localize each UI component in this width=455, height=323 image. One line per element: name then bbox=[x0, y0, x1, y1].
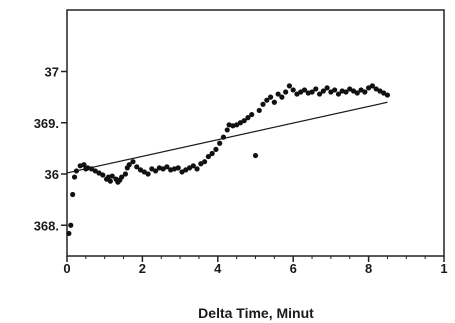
data-point bbox=[109, 173, 115, 179]
data-point bbox=[202, 159, 208, 165]
data-point bbox=[384, 92, 391, 98]
data-point bbox=[260, 101, 266, 107]
data-point bbox=[279, 94, 285, 100]
data-point bbox=[205, 153, 211, 160]
y-axis-ticks: 368. 36 369. 37 bbox=[34, 65, 67, 233]
trend-line-group bbox=[66, 101, 388, 174]
y-tick-label: 368. bbox=[34, 218, 59, 233]
data-point bbox=[152, 168, 159, 174]
data-points bbox=[66, 83, 391, 237]
data-point bbox=[320, 88, 326, 94]
data-point bbox=[73, 168, 80, 174]
data-point bbox=[301, 87, 308, 93]
x-tick-label: 1 bbox=[440, 261, 447, 276]
x-tick-label: 0 bbox=[63, 261, 70, 276]
data-point bbox=[100, 172, 106, 178]
data-point bbox=[283, 89, 289, 95]
data-point bbox=[145, 171, 151, 177]
x-axis-ticks: 0 2 4 6 8 1 bbox=[63, 256, 448, 276]
data-point bbox=[286, 83, 293, 89]
data-point bbox=[369, 83, 375, 89]
y-tick-label: 369. bbox=[34, 116, 59, 131]
data-point bbox=[264, 97, 270, 103]
data-point bbox=[335, 91, 342, 97]
data-point bbox=[290, 87, 296, 93]
data-point bbox=[224, 127, 230, 133]
x-tick-label: 4 bbox=[214, 261, 222, 276]
x-axis-title: Delta Time, Minut bbox=[198, 305, 314, 321]
data-point bbox=[332, 87, 338, 93]
data-point bbox=[175, 165, 181, 171]
data-point bbox=[245, 115, 251, 121]
data-point bbox=[194, 166, 200, 172]
data-point bbox=[190, 163, 196, 169]
data-point bbox=[267, 94, 274, 100]
data-point bbox=[275, 91, 281, 97]
data-point bbox=[130, 159, 136, 165]
data-point bbox=[362, 89, 368, 95]
data-point bbox=[271, 99, 277, 105]
data-point bbox=[252, 152, 259, 159]
data-point bbox=[256, 107, 262, 114]
data-point bbox=[249, 111, 255, 118]
data-point bbox=[119, 174, 125, 180]
data-point bbox=[217, 140, 223, 146]
data-point bbox=[107, 178, 113, 184]
data-point bbox=[309, 89, 315, 95]
x-tick-label: 2 bbox=[139, 261, 146, 276]
data-point bbox=[343, 89, 349, 95]
y-tick-label: 36 bbox=[45, 167, 59, 182]
data-point bbox=[220, 134, 227, 140]
data-point bbox=[70, 191, 76, 198]
data-point bbox=[122, 171, 129, 177]
data-point bbox=[71, 174, 78, 180]
x-tick-label: 8 bbox=[365, 261, 372, 276]
data-point bbox=[241, 118, 247, 124]
data-point bbox=[316, 91, 323, 97]
data-point bbox=[313, 86, 319, 92]
data-point bbox=[81, 162, 87, 168]
data-point bbox=[324, 85, 330, 91]
data-point bbox=[213, 146, 219, 152]
data-point bbox=[164, 164, 170, 170]
data-point bbox=[209, 150, 215, 157]
x-tick-label: 6 bbox=[290, 261, 297, 276]
plot-frame bbox=[66, 9, 445, 257]
data-point bbox=[134, 164, 140, 170]
data-point bbox=[354, 90, 360, 96]
data-point bbox=[68, 222, 74, 228]
y-tick-label: 37 bbox=[45, 65, 59, 80]
data-point bbox=[126, 162, 132, 168]
trend-line bbox=[66, 101, 388, 174]
data-point bbox=[66, 230, 72, 237]
